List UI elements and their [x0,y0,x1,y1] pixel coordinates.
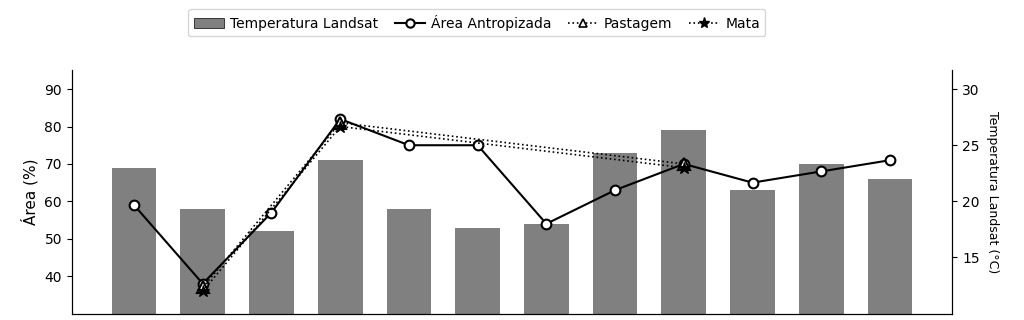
Bar [249,231,294,314]
Bar [593,153,637,314]
Y-axis label: Área (%): Área (%) [22,159,39,225]
Bar [867,179,912,314]
Bar [180,209,225,314]
Bar [662,130,707,314]
Legend: Temperatura Landsat, Área Antropizada, Pastagem, Mata: Temperatura Landsat, Área Antropizada, P… [188,9,766,36]
Bar [112,168,157,314]
Bar [317,160,362,314]
Bar [730,190,775,314]
Bar [456,228,500,314]
Y-axis label: Temperatura Landsat (°C): Temperatura Landsat (°C) [986,111,999,273]
Bar [799,164,844,314]
Bar [524,224,568,314]
Bar [387,209,431,314]
